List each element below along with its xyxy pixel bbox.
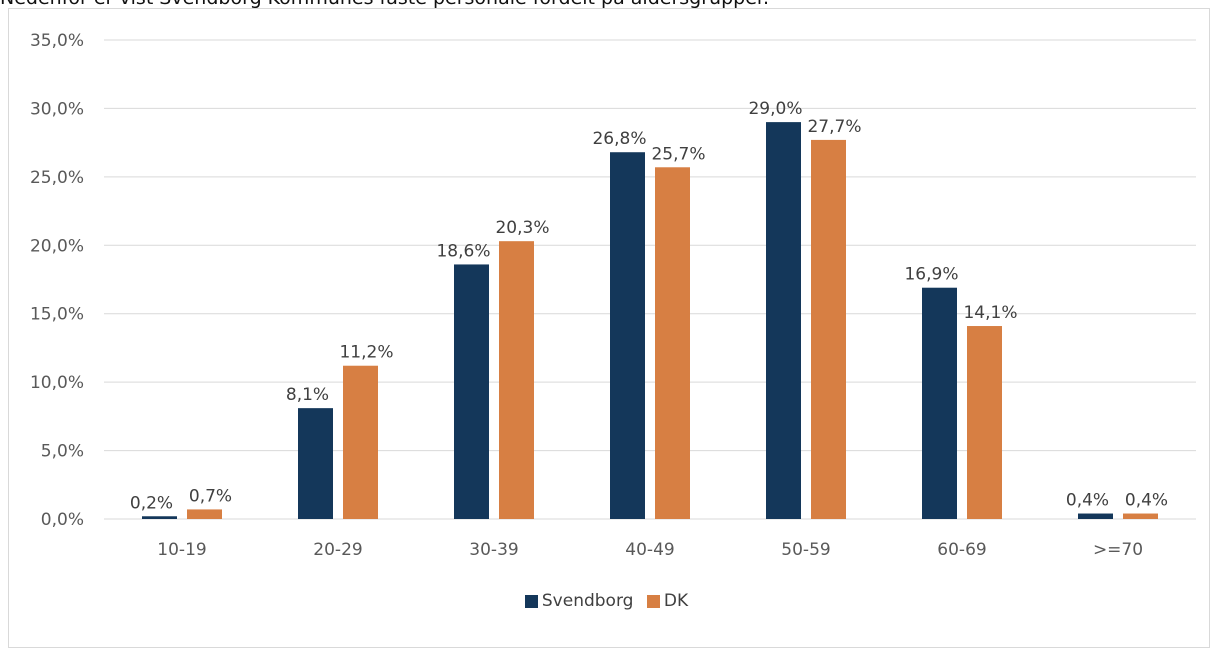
bar-dk->=70 — [1123, 513, 1158, 519]
data-label: 18,6% — [436, 241, 490, 261]
y-tick-label: 35,0% — [30, 31, 84, 51]
chart-frame — [8, 8, 1210, 648]
x-tick-label: 40-49 — [625, 540, 674, 560]
y-tick-label: 10,0% — [30, 373, 84, 393]
bar-svendborg-60-69 — [922, 287, 957, 519]
data-label: 0,4% — [1125, 491, 1168, 511]
legend: Svendborg DK — [0, 591, 1213, 613]
legend-label-svendborg: Svendborg — [541, 591, 634, 611]
x-axis-ticks: 10-19 20-29 30-39 40-49 50-59 60-69 >=70 — [157, 540, 1143, 560]
bar-svendborg-40-49 — [610, 152, 645, 520]
data-label: 14,1% — [963, 303, 1017, 323]
data-label: 0,7% — [189, 486, 232, 506]
data-label: 16,9% — [904, 265, 958, 285]
bars — [142, 122, 1158, 520]
y-tick-label: 0,0% — [41, 510, 84, 530]
bar-dk-50-59 — [811, 139, 846, 520]
x-tick-label: >=70 — [1093, 540, 1143, 560]
bar-dk-30-39 — [499, 241, 534, 519]
bar-dk-10-19 — [187, 509, 222, 519]
bar-dk-20-29 — [343, 365, 378, 519]
y-tick-label: 15,0% — [30, 305, 84, 325]
y-tick-label: 25,0% — [30, 168, 84, 188]
legend-item-svendborg: Svendborg — [524, 591, 634, 611]
x-tick-label: 20-29 — [313, 540, 362, 560]
x-tick-label: 10-19 — [157, 540, 206, 560]
bar-svendborg-10-19 — [142, 516, 177, 519]
data-label: 27,7% — [807, 117, 861, 137]
data-label: 0,4% — [1066, 491, 1109, 511]
y-tick-label: 20,0% — [30, 236, 84, 256]
legend-label-dk: DK — [663, 591, 689, 611]
x-tick-label: 50-59 — [781, 540, 830, 560]
bar-svendborg->=70 — [1078, 513, 1113, 519]
bar-svendborg-20-29 — [298, 408, 333, 519]
bar-chart: 0,0% 5,0% 10,0% 15,0% 20,0% 25,0% 30,0% 35,0% 0… — [30, 31, 1196, 560]
y-axis-ticks: 0,0% 5,0% 10,0% 15,0% 20,0% 25,0% 30,0% 35,0% — [30, 31, 84, 530]
bar-svendborg-30-39 — [454, 264, 489, 519]
bar-svendborg-50-59 — [766, 122, 801, 519]
x-tick-label: 60-69 — [937, 540, 986, 560]
bar-dk-60-69 — [967, 326, 1002, 519]
data-label: 29,0% — [748, 99, 802, 119]
data-label: 25,7% — [651, 144, 705, 164]
data-label: 11,2% — [339, 343, 393, 363]
data-label: 0,2% — [130, 493, 173, 513]
gridlines — [104, 39, 1196, 520]
x-tick-label: 30-39 — [469, 540, 518, 560]
y-tick-label: 30,0% — [30, 99, 84, 119]
legend-swatch-svendborg — [524, 594, 538, 608]
y-tick-label: 5,0% — [41, 442, 84, 462]
data-label: 26,8% — [592, 129, 646, 149]
bar-dk-40-49 — [655, 167, 690, 519]
legend-item-dk: DK — [646, 591, 689, 611]
data-label: 20,3% — [495, 218, 549, 238]
legend-swatch-dk — [646, 594, 660, 608]
intro-text: Nedenfor er vist Svendborg Kommunes fast… — [0, 0, 769, 9]
data-labels: 0,2% 0,7% 8,1% 11,2% 18,6%20,3% 26,8%25,7% 29,… — [130, 99, 1168, 513]
data-label: 8,1% — [286, 385, 329, 405]
